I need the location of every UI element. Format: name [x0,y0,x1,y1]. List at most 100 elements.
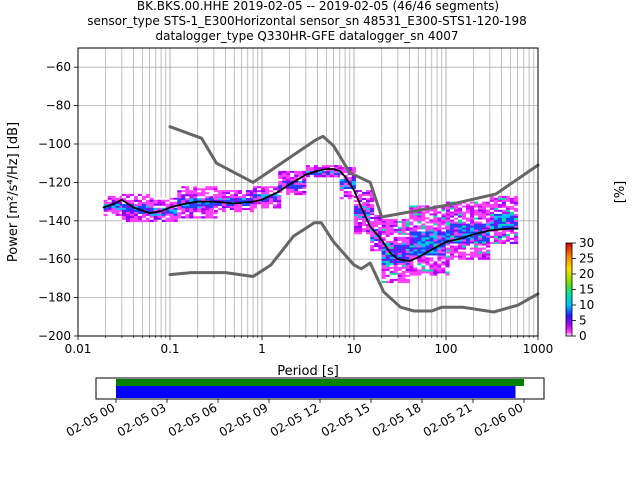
density-cell [401,260,406,264]
density-cell [107,209,112,213]
density-cell [478,245,483,248]
density-cell [397,224,402,228]
density-cell [111,197,116,201]
density-cell [509,209,515,213]
density-cell [253,192,258,195]
density-cell [221,194,227,197]
density-cell [185,210,190,213]
density-cell [173,207,178,210]
density-cell [505,213,511,217]
density-cell [358,224,363,227]
density-cell [265,204,270,207]
density-cell [421,243,426,246]
psd-plot: 0.01 0.1 1 10 100 1000 −200−180−160−140−120−1… [6,47,553,379]
density-cell [482,217,487,220]
density-cell [237,198,243,201]
density-cell [145,219,151,223]
density-cell [161,213,166,216]
density-cell [509,197,515,201]
density-cell [409,219,414,222]
density-cell [450,227,455,230]
density-cell [405,230,410,234]
density-cell [381,224,386,228]
density-cell [197,216,202,219]
density-cell [205,208,210,211]
density-cell [278,190,283,194]
density-cell [501,237,507,241]
density-cell [125,203,131,207]
density-cell [137,217,143,221]
density-cell [229,208,235,211]
density-cell [413,249,418,252]
density-cell [433,261,438,264]
density-cell [462,217,467,220]
density-cell [413,273,418,276]
density-cell [478,251,483,254]
density-cell [441,213,446,216]
density-cell [103,213,108,217]
density-cell [237,196,243,199]
density-cell [325,175,331,178]
density-cell [489,213,495,217]
density-cell [351,169,356,172]
density-cell [181,214,186,217]
density-cell [381,264,386,268]
density-cell [478,215,483,218]
density-cell [185,206,190,209]
density-cell [209,190,214,193]
density-cell [397,222,402,226]
density-cell [421,273,426,276]
density-cell [429,227,434,230]
density-cell [343,171,348,174]
density-cell [425,209,430,212]
density-cell [133,211,139,215]
y-tick-label: −160 [38,252,71,266]
density-cell [321,173,327,176]
density-cell [201,214,206,217]
density-cell [489,199,495,203]
density-cell [302,184,307,188]
density-cell [278,192,283,196]
density-cell [397,220,402,224]
density-cell [385,230,390,234]
density-cell [161,215,166,218]
density-cell [397,230,402,234]
density-cell [437,255,442,258]
density-cell [389,262,394,266]
density-cell [482,215,487,218]
density-cell [261,196,266,199]
density-cell [478,247,483,250]
density-cell [201,188,206,191]
density-cell [370,243,375,246]
density-cell [405,222,410,226]
density-cell [405,236,410,240]
density-cell [486,239,491,242]
density-cell [169,199,174,202]
density-cell [233,192,239,195]
density-cell [429,219,434,222]
density-cell [225,200,231,203]
density-cell [153,217,158,220]
density-cell [189,194,194,197]
density-cell [486,225,491,228]
density-cell [358,216,363,219]
density-cell [433,251,438,254]
density-cell [437,235,442,238]
density-cell [378,233,383,236]
density-cell [397,232,402,236]
density-cell [209,212,214,215]
density-cell [133,203,139,207]
density-cell [417,249,422,252]
density-cell [119,201,124,205]
density-cell [217,190,223,193]
density-cell [505,233,511,237]
density-cell [389,250,394,254]
density-cell [417,273,422,276]
density-cell [149,207,154,210]
density-cell [286,180,291,184]
density-cell [329,169,335,172]
density-cell [125,193,131,197]
density-cell [429,221,434,224]
density-cell [197,202,202,205]
density-cell [193,208,198,211]
